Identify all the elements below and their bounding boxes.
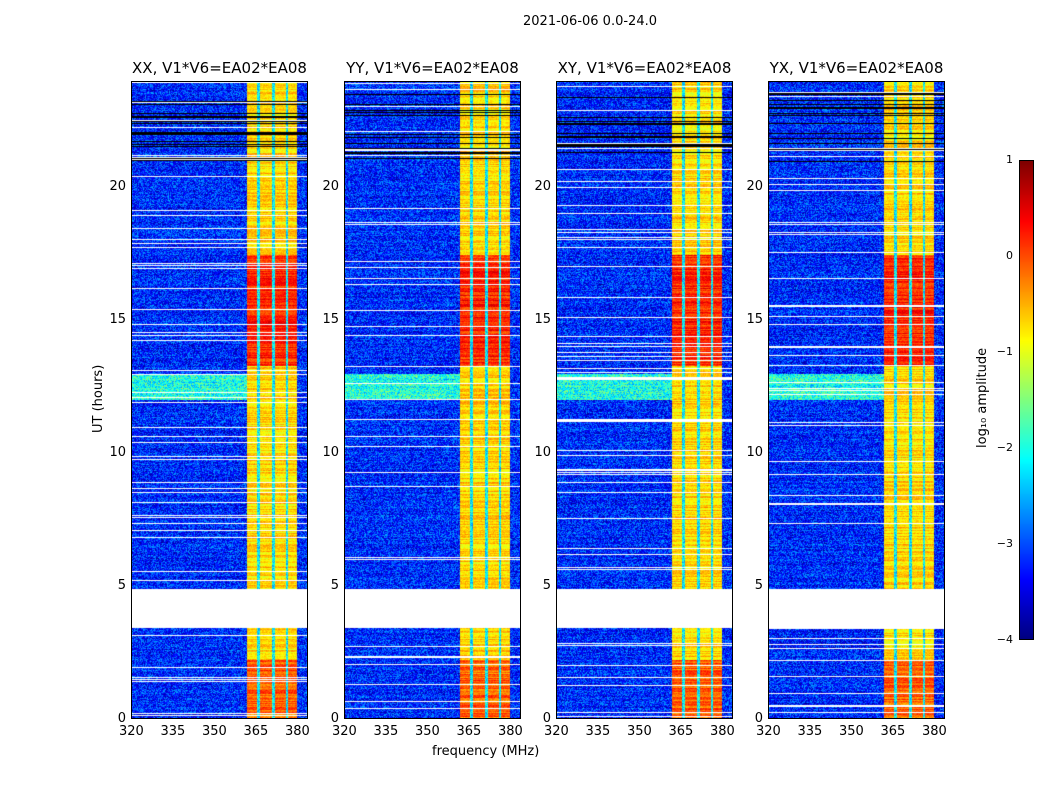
x-tick-label: 365: [243, 724, 269, 739]
x-tick-label: 350: [838, 724, 864, 739]
y-tick-label: 10: [534, 445, 551, 461]
colorbar-tick-label: −4: [996, 633, 1013, 646]
x-tick-label: 320: [332, 724, 357, 739]
panel-title: XY, V1*V6=EA02*EA08: [557, 59, 732, 77]
y-tick-label: 20: [322, 179, 339, 195]
y-tick-label: 0: [117, 711, 126, 726]
panel-title: XX, V1*V6=EA02*EA08: [132, 59, 307, 77]
x-tick-label: 335: [160, 724, 186, 739]
x-tick-label: 335: [373, 724, 399, 739]
x-tick-label: 320: [119, 724, 144, 739]
y-tick-label: 0: [754, 711, 763, 726]
heatmap-cells: [557, 82, 732, 718]
x-tick-label: 335: [585, 724, 611, 739]
x-tick-label: 380: [284, 724, 310, 739]
y-tick-label: 0: [542, 711, 551, 726]
y-axis-label: UT (hours): [91, 364, 106, 433]
heatmap-panel: [556, 81, 733, 719]
x-tick-label: 320: [544, 724, 569, 739]
x-tick-label: 350: [626, 724, 652, 739]
y-tick-label: 5: [542, 578, 551, 594]
x-tick-label: 365: [456, 724, 482, 739]
colorbar-tick-label: −2: [996, 441, 1013, 454]
x-tick-label: 380: [497, 724, 523, 739]
x-tick-label: 380: [709, 724, 735, 739]
x-tick-label: 335: [797, 724, 823, 739]
y-tick-label: 10: [109, 445, 126, 461]
heatmap-panel: [344, 81, 521, 719]
y-tick-label: 20: [746, 179, 763, 195]
panel-title: YX, V1*V6=EA02*EA08: [769, 59, 944, 77]
colorbar-tick-label: −3: [996, 537, 1013, 550]
heatmap-cells: [345, 82, 520, 718]
colorbar: [1019, 160, 1034, 640]
y-tick-label: 5: [117, 578, 126, 594]
x-tick-label: 320: [756, 724, 781, 739]
y-tick-label: 15: [322, 312, 339, 328]
y-tick-label: 15: [746, 312, 763, 328]
heatmap-cells: [132, 82, 307, 718]
y-tick-label: 0: [330, 711, 339, 726]
y-tick-label: 5: [330, 578, 339, 594]
x-tick-label: 350: [201, 724, 227, 739]
heatmap-cells: [769, 82, 944, 718]
y-tick-label: 20: [109, 179, 126, 195]
panel-title: YY, V1*V6=EA02*EA08: [346, 59, 519, 77]
x-tick-label: 350: [414, 724, 440, 739]
x-tick-label: 380: [921, 724, 947, 739]
x-tick-label: 365: [668, 724, 694, 739]
y-tick-label: 15: [534, 312, 551, 328]
colorbar-label: log₁₀ amplitude: [975, 347, 990, 448]
heatmap-panel: [131, 81, 308, 719]
colorbar-tick-label: −1: [996, 345, 1013, 358]
colorbar-tick-label: 1: [1006, 153, 1013, 166]
y-tick-label: 10: [322, 445, 339, 461]
colorbar-tick-label: 0: [1006, 249, 1013, 262]
y-tick-label: 10: [746, 445, 763, 461]
y-tick-label: 5: [754, 578, 763, 594]
x-axis-label: frequency (MHz): [432, 744, 540, 759]
y-tick-label: 20: [534, 179, 551, 195]
heatmap-panel: [768, 81, 945, 719]
y-tick-label: 15: [109, 312, 126, 328]
suptitle: 2021-06-06 0.0-24.0: [523, 14, 657, 29]
x-tick-label: 365: [880, 724, 906, 739]
